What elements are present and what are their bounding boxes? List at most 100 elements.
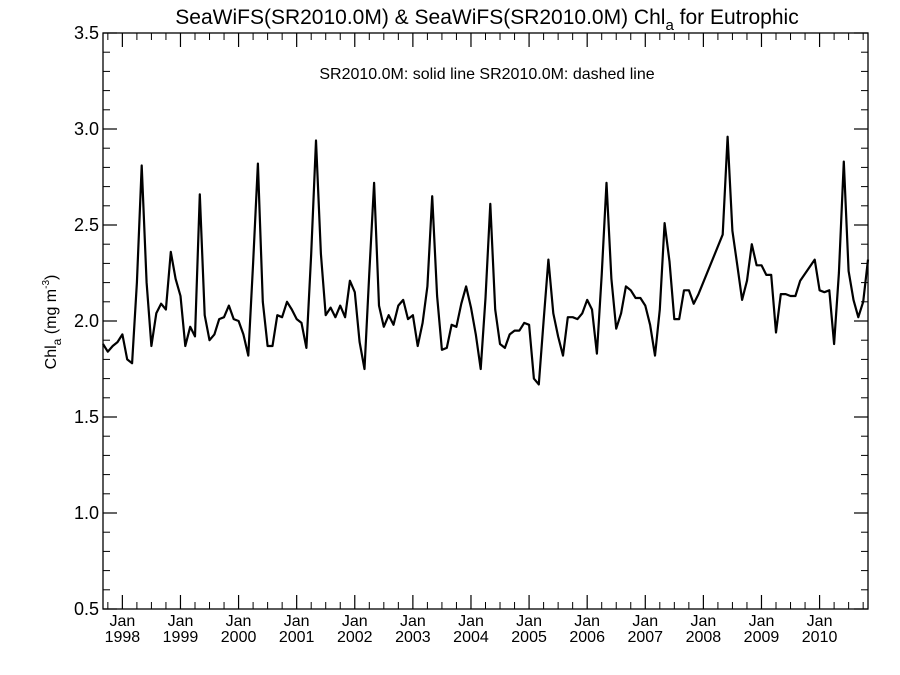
- data-point: [509, 333, 511, 335]
- data-point: [436, 295, 438, 297]
- data-point: [455, 326, 457, 328]
- data-point: [765, 274, 767, 276]
- data-point: [794, 295, 797, 297]
- data-point: [620, 312, 622, 314]
- x-tick-year-label: 2007: [627, 629, 663, 646]
- data-point: [770, 274, 772, 276]
- data-point: [107, 351, 109, 353]
- x-tick-month-label: Jan: [284, 613, 310, 630]
- data-point: [494, 308, 496, 311]
- data-point: [678, 318, 680, 320]
- data-point: [257, 163, 259, 165]
- data-point: [736, 264, 738, 266]
- data-point: [605, 182, 608, 184]
- data-point: [843, 161, 845, 163]
- data-point: [562, 355, 564, 357]
- data-point: [320, 253, 322, 255]
- x-tick-month-label: Jan: [749, 613, 775, 630]
- data-point: [422, 322, 424, 324]
- x-axis: Jan1998Jan1999Jan2000Jan2001Jan2002Jan20…: [105, 33, 864, 646]
- data-point: [208, 339, 211, 341]
- y-tick-label: 0.5: [74, 599, 99, 619]
- data-point: [572, 316, 574, 318]
- data-point: [581, 312, 583, 314]
- data-point: [630, 289, 632, 291]
- data-point: [354, 291, 356, 293]
- data-point: [567, 316, 569, 318]
- data-point: [760, 264, 763, 266]
- x-tick-month-label: Jan: [690, 613, 716, 630]
- x-tick-month-label: Jan: [226, 613, 252, 630]
- data-point: [823, 291, 826, 293]
- data-point: [146, 282, 148, 284]
- data-point: [165, 308, 167, 311]
- data-point: [388, 314, 390, 316]
- data-point: [296, 318, 298, 320]
- data-point: [121, 333, 123, 335]
- data-point: [271, 345, 274, 347]
- data-point: [392, 324, 395, 326]
- data-point: [848, 270, 850, 272]
- data-point: [746, 280, 748, 282]
- x-tick-month-label: Jan: [574, 613, 600, 630]
- x-tick-year-label: 1999: [163, 629, 199, 646]
- data-point: [359, 341, 361, 343]
- data-point: [751, 243, 753, 245]
- data-point: [213, 333, 215, 335]
- data-point: [625, 285, 627, 287]
- data-point: [330, 307, 332, 309]
- data-point: [644, 305, 646, 307]
- data-point: [451, 324, 453, 326]
- data-point: [446, 347, 448, 349]
- data-point: [533, 378, 535, 380]
- data-point: [596, 353, 598, 355]
- data-point: [126, 358, 128, 360]
- data-point: [247, 355, 249, 357]
- data-point: [150, 345, 152, 347]
- series-layer: [102, 135, 870, 386]
- x-tick-year-label: 2009: [744, 629, 780, 646]
- data-point: [688, 289, 690, 291]
- data-point: [518, 330, 521, 332]
- data-point: [499, 343, 501, 345]
- data-point: [412, 314, 414, 316]
- data-point: [233, 318, 235, 320]
- data-point: [862, 301, 864, 303]
- data-point: [731, 230, 734, 232]
- data-point: [334, 316, 336, 318]
- data-point: [378, 305, 380, 307]
- data-point: [310, 253, 312, 255]
- data-point: [852, 299, 855, 301]
- data-point: [683, 289, 685, 291]
- y-tick-label: 1.0: [74, 503, 99, 523]
- x-tick-year-label: 2006: [569, 629, 605, 646]
- data-point: [727, 136, 729, 138]
- y-tick-label: 2.0: [74, 311, 99, 331]
- x-tick-year-label: 2001: [279, 629, 315, 646]
- data-point: [673, 318, 675, 320]
- data-point: [242, 333, 244, 335]
- series-line-0: [102, 135, 870, 386]
- data-point: [204, 314, 206, 316]
- data-point: [112, 345, 114, 347]
- y-axis-label: Chla (mg m-3): [41, 275, 64, 370]
- data-point: [838, 272, 840, 274]
- data-point: [262, 301, 264, 303]
- y-tick-label: 3.0: [74, 119, 99, 139]
- data-point: [368, 272, 370, 274]
- data-point: [170, 251, 172, 253]
- data-point: [591, 308, 593, 311]
- x-tick-year-label: 2002: [337, 629, 373, 646]
- data-point: [586, 299, 588, 301]
- data-point: [775, 331, 777, 334]
- data-point: [189, 326, 191, 328]
- y-tick-label: 1.5: [74, 407, 99, 427]
- y-tick-label: 3.5: [74, 23, 99, 43]
- data-point: [315, 139, 317, 142]
- data-point: [475, 333, 477, 335]
- data-point: [252, 262, 254, 264]
- data-point: [543, 320, 545, 322]
- x-tick-year-label: 2005: [511, 629, 547, 646]
- x-tick-month-label: Jan: [168, 613, 194, 630]
- data-point: [397, 305, 399, 307]
